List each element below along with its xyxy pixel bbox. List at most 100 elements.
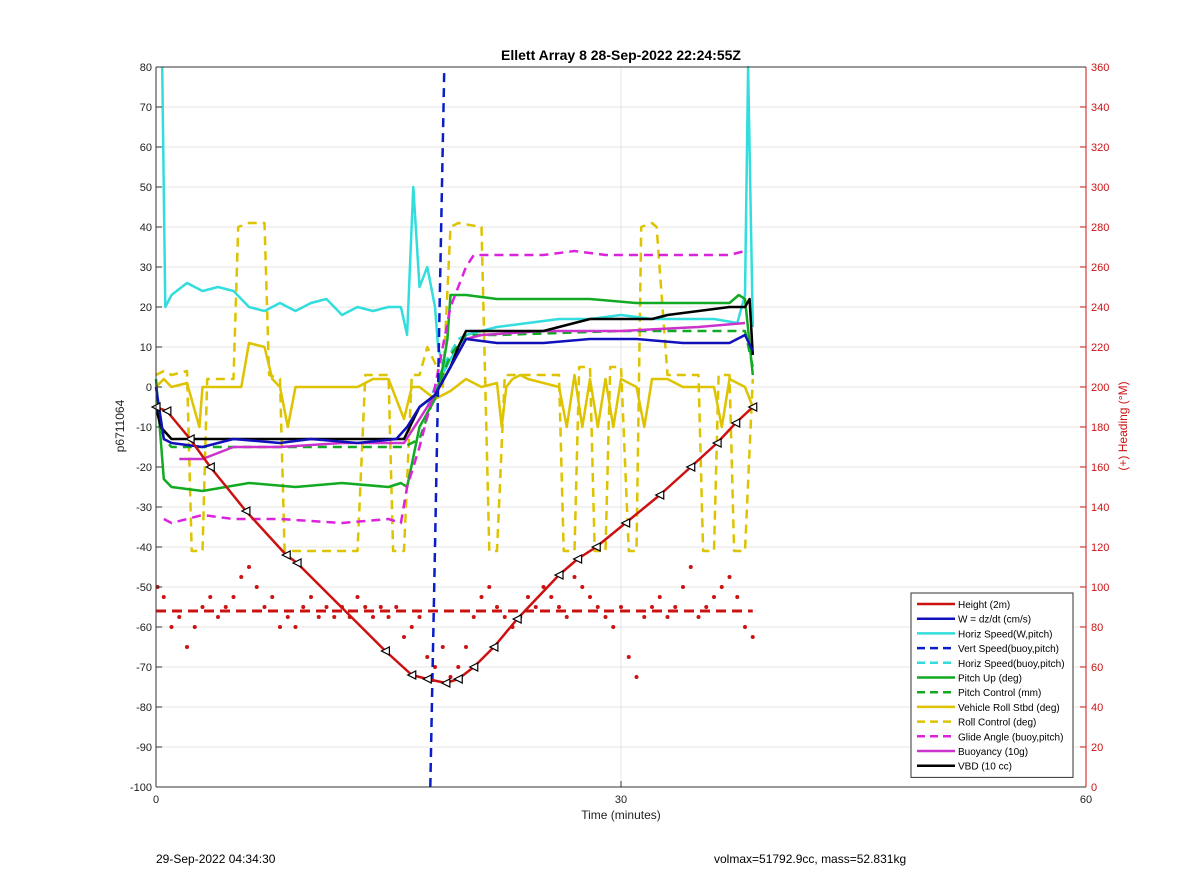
height-marker [711, 438, 722, 448]
y-tick-label: -70 [136, 662, 152, 674]
y-tick-label: -40 [136, 542, 152, 554]
heading-dot [743, 625, 747, 629]
y-tick-label-right: 80 [1091, 622, 1103, 634]
heading-dot [688, 565, 693, 569]
heading-dot [487, 585, 492, 589]
heading-dot [262, 605, 267, 609]
y-tick-label-right: 260 [1091, 262, 1109, 274]
height-marker [468, 662, 479, 672]
y-tick-label: 70 [140, 102, 152, 114]
y-tick-label-right: 300 [1091, 182, 1109, 194]
height-marker [685, 462, 696, 472]
height-marker [452, 674, 463, 684]
heading-dot [495, 605, 499, 609]
heading-dot [293, 625, 298, 629]
y-tick-label: 10 [140, 342, 152, 354]
heading-dot [456, 665, 461, 669]
heading-dot [278, 625, 282, 629]
heading-dot [309, 595, 313, 599]
y-tick-label-right: 20 [1091, 742, 1103, 754]
y-tick-label: -10 [136, 422, 152, 434]
heading-dot [177, 615, 182, 619]
heading-dot [626, 655, 631, 659]
height-marker [590, 542, 601, 552]
heading-dot [216, 615, 220, 619]
legend-label: Vert Speed(buoy,pitch) [958, 644, 1059, 655]
y-tick-label: -30 [136, 502, 152, 514]
y-tick-label-right: 240 [1091, 302, 1109, 314]
heading-dot [316, 615, 321, 619]
series-line-vert-speed-buoy-pitch [429, 66, 446, 788]
heading-dot [588, 595, 592, 599]
heading-dot [301, 605, 306, 609]
heading-dot [564, 615, 569, 619]
heading-dot [665, 615, 670, 619]
heading-dot [254, 585, 259, 589]
y-tick-label: -60 [136, 622, 152, 634]
height-marker [620, 518, 631, 528]
height-marker [184, 434, 195, 444]
heading-dot [324, 605, 329, 609]
heading-dot [425, 655, 430, 659]
heading-dot [417, 615, 422, 619]
height-marker [654, 490, 665, 500]
heading-dot [378, 605, 383, 609]
y-tick-label-right: 200 [1091, 382, 1109, 394]
heading-dot [611, 625, 616, 629]
heading-dot [603, 615, 608, 619]
heading-dot [595, 605, 600, 609]
height-marker [440, 678, 451, 688]
heading-dot [479, 595, 484, 599]
y-tick-label: 40 [140, 222, 152, 234]
height-marker [747, 402, 758, 412]
heading-dot [727, 575, 732, 579]
series-line-w-dz-dt-cm-s [154, 333, 754, 449]
heading-dot [735, 595, 740, 599]
legend-label: Pitch Up (deg) [958, 674, 1022, 685]
heading-dot [440, 645, 445, 649]
heading-dot [657, 595, 662, 599]
footer-volmax-mass: volmax=51792.9cc, mass=52.831kg [714, 852, 907, 866]
heading-dot [533, 605, 538, 609]
y-tick-label: 80 [140, 62, 152, 74]
heading-dot [208, 595, 213, 599]
heading-dot [634, 675, 639, 679]
heading-dot [409, 625, 414, 629]
heading-dot [371, 615, 375, 619]
x-tick-label: 30 [615, 794, 627, 806]
y-tick-label: -50 [136, 582, 152, 594]
heading-dot [402, 635, 406, 639]
heading-dot [247, 565, 251, 569]
heading-dot [239, 575, 244, 579]
height-marker [421, 674, 432, 684]
y-tick-label-right: 280 [1091, 222, 1109, 234]
height-marker [730, 418, 741, 428]
chart-title: Ellett Array 8 28-Sep-2022 22:24:55Z [501, 47, 741, 63]
heading-dot [642, 615, 647, 619]
y-tick-label-right: 40 [1091, 702, 1103, 714]
heading-dot [719, 585, 724, 589]
y-tick-label-right: 140 [1091, 502, 1109, 514]
heading-dot [200, 605, 205, 609]
series-layer [150, 65, 758, 788]
heading-dot [750, 635, 755, 639]
height-marker [553, 570, 564, 580]
series-line-roll-control-deg [155, 221, 755, 553]
heading-dot [464, 645, 468, 649]
legend-label: Glide Angle (buoy,pitch) [958, 732, 1063, 743]
heading-dot [285, 615, 290, 619]
heading-dot [192, 625, 197, 629]
legend-label: Height (2m) [958, 600, 1010, 611]
y-tick-label: 50 [140, 182, 152, 194]
y-tick-label-right: 100 [1091, 582, 1109, 594]
y-tick-label-right: 320 [1091, 142, 1109, 154]
legend-label: VBD (10 cc) [958, 762, 1012, 773]
heading-dot [681, 585, 685, 589]
legend-label: Buoyancy (10g) [958, 747, 1028, 758]
height-marker [240, 506, 251, 516]
height-marker [280, 550, 291, 560]
heading-dot [448, 675, 453, 679]
heading-dot [394, 605, 399, 609]
heading-dot [619, 605, 623, 609]
series-line-horiz-speed-w-pitch [160, 65, 755, 373]
